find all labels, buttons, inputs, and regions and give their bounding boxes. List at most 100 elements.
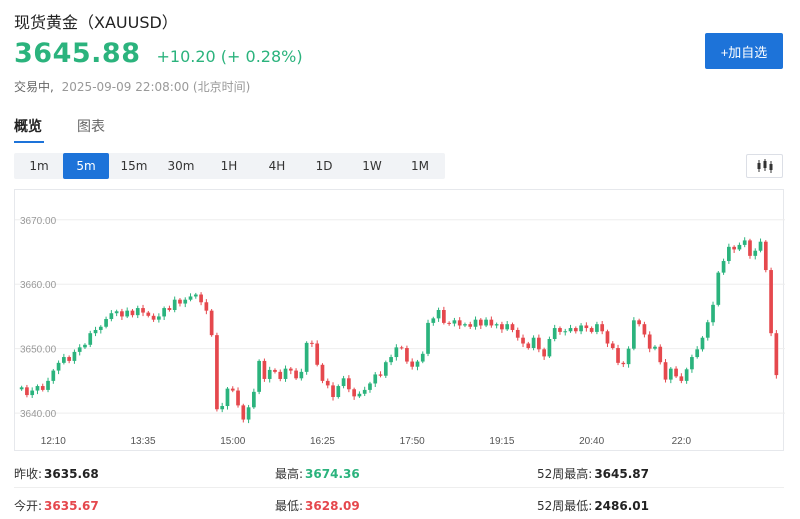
tab-overview[interactable]: 概览 <box>14 119 42 135</box>
candle-body <box>431 318 436 323</box>
candle-body <box>505 324 510 330</box>
candle-body <box>668 368 673 380</box>
trading-status-text: 交易中, <box>14 80 54 94</box>
candle-body <box>515 329 520 338</box>
price-chart[interactable]: 3670.00 3660.00 3650.00 3640.00 12:10 13:35 15… <box>14 189 785 451</box>
candle-body <box>88 333 93 345</box>
candle-body <box>510 324 515 330</box>
candle-body <box>436 310 441 319</box>
candle-body <box>283 368 288 379</box>
active-tab-indicator <box>14 141 44 143</box>
chart-type-button[interactable] <box>746 154 783 178</box>
high-value: 3674.36 <box>305 467 360 481</box>
candle-body <box>141 308 145 313</box>
candle-body <box>193 294 198 297</box>
candle-body <box>341 378 346 387</box>
low-label: 最低: <box>275 499 304 513</box>
candle-body <box>774 333 779 376</box>
candle-body <box>537 337 541 350</box>
period-5m[interactable]: 5m <box>63 153 109 179</box>
candle-body <box>104 319 108 327</box>
candle-body <box>288 368 293 371</box>
period-selector: 1m 5m 15m 30m 1H 4H 1D 1W 1M <box>14 153 445 179</box>
candle-body <box>658 346 663 363</box>
candle-body <box>294 370 298 379</box>
candlestick-chart: 3670.00 3660.00 3650.00 3640.00 12:10 13:35 15… <box>15 216 785 447</box>
candle-body <box>299 371 304 379</box>
add-watchlist-button[interactable]: +加自选 <box>705 33 783 69</box>
candle-body <box>241 405 246 420</box>
w52-low-label: 52周最低: <box>537 499 593 513</box>
period-1month[interactable]: 1M <box>411 159 429 173</box>
candle-body <box>362 389 367 394</box>
candle-body <box>679 376 684 381</box>
period-1h[interactable]: 1H <box>220 159 238 173</box>
candle-body <box>310 342 314 344</box>
tab-chart[interactable]: 图表 <box>77 119 105 135</box>
candle-body <box>494 324 499 326</box>
period-1w[interactable]: 1W <box>362 159 382 173</box>
candle-body <box>357 393 362 397</box>
tab-bar: 概览 图表 <box>14 112 784 144</box>
candle-body <box>732 246 736 250</box>
candle-body <box>600 324 605 332</box>
candle-body <box>315 343 320 365</box>
candle-body <box>93 329 98 334</box>
candle-body <box>626 348 631 365</box>
candle-body <box>473 319 478 327</box>
candle-body <box>642 324 647 335</box>
x-tick-label: 13:35 <box>131 436 156 447</box>
candle-body <box>325 380 330 386</box>
candle-body <box>172 299 177 310</box>
candle-body <box>46 380 50 390</box>
candle-body <box>716 272 721 305</box>
candle-body <box>399 347 404 349</box>
candle-body <box>463 324 467 326</box>
candle-body <box>568 328 573 332</box>
candle-body <box>542 349 546 357</box>
candle-body <box>563 331 568 333</box>
candle-body <box>478 319 483 326</box>
candle-body <box>769 270 773 334</box>
candle-body <box>684 369 689 381</box>
candle-body <box>162 308 166 317</box>
candle-body <box>209 310 214 336</box>
current-price: 3645.88 <box>14 38 141 69</box>
candle-body <box>56 362 61 371</box>
candle-body <box>130 310 135 316</box>
period-15m[interactable]: 15m <box>120 159 148 173</box>
candle-body <box>573 328 578 332</box>
candle-body <box>584 325 589 329</box>
period-1m[interactable]: 1m <box>29 159 49 173</box>
y-tick-label: 3650.00 <box>20 345 57 356</box>
w52-low-value: 2486.01 <box>594 499 649 513</box>
trading-status: 交易中, 2025-09-09 22:08:00 (北京时间) <box>14 78 250 95</box>
price-change: +10.20 (+ 0.28%) <box>156 47 303 66</box>
candle-body <box>257 360 261 392</box>
candle-body <box>178 299 182 304</box>
period-30m[interactable]: 30m <box>167 159 195 173</box>
stat-low: 最低: 3628.09 <box>275 497 360 514</box>
candle-body <box>204 302 209 311</box>
candle-body <box>236 390 240 406</box>
candle-body <box>674 368 678 377</box>
period-1d[interactable]: 1D <box>315 159 333 173</box>
candle-body <box>663 362 668 380</box>
candle-body <box>246 407 251 420</box>
candle-body <box>695 349 700 358</box>
candle-body <box>457 320 462 326</box>
candle-body <box>547 339 552 357</box>
w52-high-label: 52周最高: <box>537 467 593 481</box>
candle-body <box>484 319 488 326</box>
period-4h[interactable]: 4H <box>268 159 286 173</box>
candle-body <box>352 389 356 397</box>
candle-body <box>616 348 620 363</box>
x-tick-label: 15:00 <box>220 436 245 447</box>
candle-body <box>262 360 267 379</box>
candle-body <box>690 357 694 370</box>
candle-body <box>610 343 615 349</box>
candle-body <box>51 370 56 381</box>
candle-body <box>278 371 283 379</box>
candle-body <box>727 246 731 262</box>
candlestick-icon <box>757 159 772 173</box>
